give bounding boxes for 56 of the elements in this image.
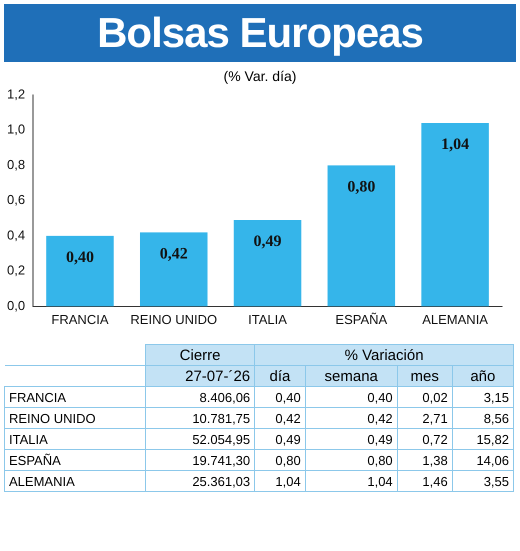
- text: 0,49: [275, 432, 301, 446]
- y-tick-label: 0,8: [6, 156, 26, 172]
- data-label: 1,04: [441, 136, 470, 154]
- text: Cierre: [146, 344, 255, 366]
- category-label: día: [254, 366, 306, 386]
- text: 0,80: [367, 452, 393, 468]
- text: 1,04: [275, 474, 301, 488]
- text: 1,04: [367, 474, 393, 488]
- text: 1,38: [422, 452, 448, 468]
- text: 0,42: [367, 410, 393, 426]
- text: 3,15: [484, 390, 509, 404]
- y-tick-label: 1,0: [6, 122, 26, 137]
- text: 0,49: [367, 432, 393, 446]
- x-tick-label: ESPAÑA: [335, 312, 388, 327]
- y-tick-label: 0,4: [6, 227, 26, 242]
- x-tick-label: ITALIA: [248, 312, 288, 327]
- category-label: mes: [397, 366, 452, 386]
- text: 10.781,75: [192, 410, 250, 426]
- category-label: 27-07-´26: [146, 366, 255, 386]
- text: 3,55: [484, 474, 509, 488]
- text: 0,42: [275, 410, 301, 426]
- category-label: ESPAÑA: [9, 452, 61, 468]
- text: 2,71: [422, 410, 448, 426]
- category-label: año: [452, 366, 514, 386]
- x-tick-label: ALEMANIA: [422, 312, 488, 327]
- chart-title: Bolsas Europeas: [4, 4, 516, 62]
- text: 0,02: [422, 390, 448, 404]
- category-label: semana: [305, 366, 398, 386]
- text: 15,82: [476, 432, 509, 446]
- text: 25.361,03: [192, 474, 250, 488]
- text: 0,40: [275, 390, 301, 404]
- category-label: FRANCIA: [9, 390, 66, 404]
- data-label: 0,49: [254, 233, 282, 250]
- data-label: 0,40: [66, 249, 94, 266]
- text: 8,56: [484, 410, 509, 426]
- text: 0,72: [422, 432, 448, 446]
- text: 14,06: [476, 452, 509, 468]
- y-tick-label: 0,2: [6, 262, 26, 278]
- data-label: 0,80: [347, 178, 376, 196]
- text: 52.054,95: [192, 432, 250, 446]
- text: 1,46: [422, 474, 448, 488]
- category-label: REINO UNIDO: [9, 410, 96, 426]
- text: % Variación: [254, 344, 514, 366]
- category-label: ITALIA: [9, 432, 48, 446]
- text: 19.741,30: [192, 452, 250, 468]
- x-tick-label: FRANCIA: [51, 312, 109, 327]
- category-label: ALEMANIA: [9, 474, 75, 488]
- text: 0,80: [275, 452, 301, 468]
- text: 8.406,06: [200, 390, 250, 404]
- y-tick-label: 0,0: [6, 298, 26, 313]
- y-tick-label: 1,2: [6, 86, 26, 102]
- data-label: 0,42: [160, 245, 188, 262]
- y-tick-label: 0,6: [6, 192, 26, 208]
- x-tick-label: REINO UNIDO: [130, 312, 218, 327]
- text: 0,40: [367, 390, 393, 404]
- chart-subtitle: (% Var. día): [222, 68, 298, 84]
